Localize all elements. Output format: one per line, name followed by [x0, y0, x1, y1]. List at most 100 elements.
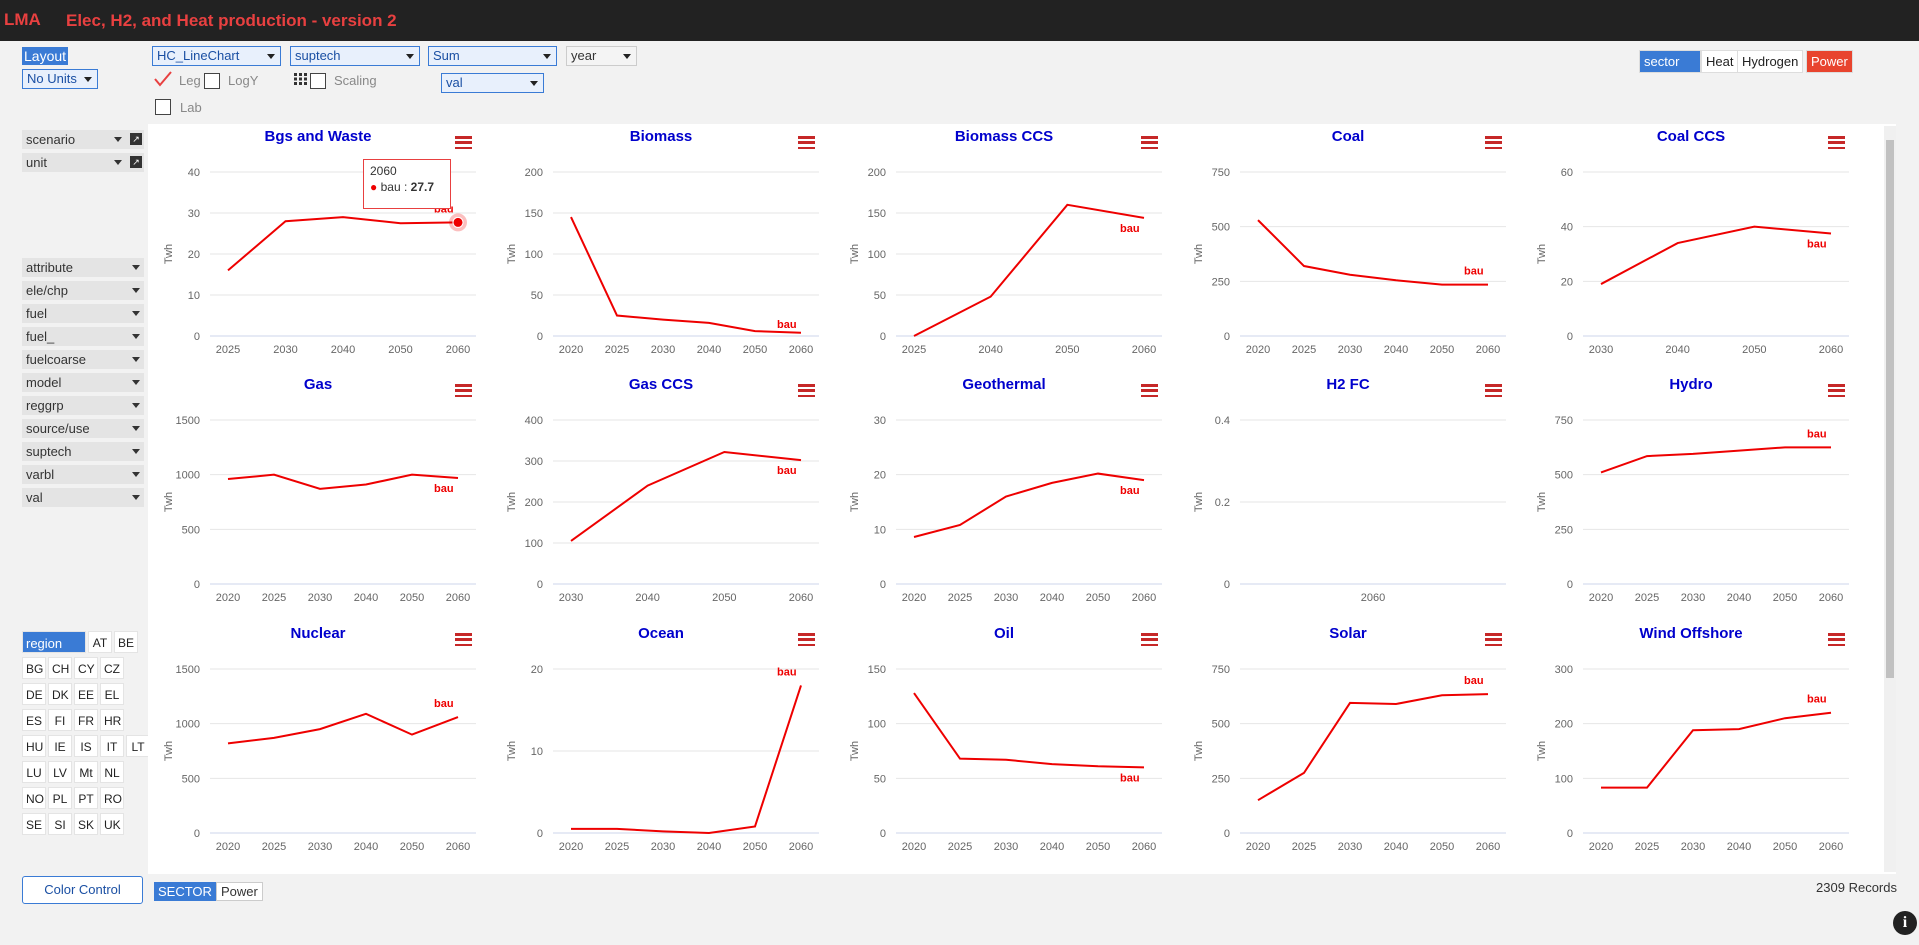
region-item[interactable]: IT — [100, 735, 124, 757]
region-item[interactable]: HU — [22, 735, 46, 757]
dimension-item[interactable]: fuelcoarse — [22, 350, 144, 369]
grid-icon[interactable] — [294, 73, 308, 85]
hamburger-menu-icon[interactable] — [1141, 633, 1158, 647]
color-control-button[interactable]: Color Control — [22, 876, 143, 904]
hamburger-menu-icon[interactable] — [455, 136, 472, 150]
series-line[interactable] — [1601, 711, 1832, 789]
chevron-down-icon[interactable] — [132, 426, 140, 431]
lab-checkbox[interactable] — [155, 99, 171, 115]
hamburger-menu-icon[interactable] — [1485, 136, 1502, 150]
hamburger-menu-icon[interactable] — [798, 136, 815, 150]
region-item[interactable]: NL — [100, 761, 124, 783]
region-item[interactable]: FR — [74, 709, 98, 731]
dimension-item[interactable]: fuel — [22, 304, 144, 323]
region-item[interactable]: PL — [48, 787, 72, 809]
logy-checkbox[interactable] — [204, 73, 220, 89]
region-item[interactable]: BE — [114, 631, 138, 653]
sector-filter-label[interactable]: sector — [1639, 50, 1701, 73]
info-icon[interactable]: i — [1893, 911, 1917, 935]
hamburger-menu-icon[interactable] — [1828, 384, 1845, 398]
chevron-down-icon[interactable] — [132, 357, 140, 362]
hamburger-menu-icon[interactable] — [1485, 633, 1502, 647]
region-item[interactable]: SK — [74, 813, 98, 835]
series-line[interactable] — [1600, 446, 1831, 474]
region-item[interactable]: CH — [48, 657, 72, 679]
chevron-down-icon[interactable] — [132, 472, 140, 477]
dimension-item[interactable]: source/use — [22, 419, 144, 438]
chevron-down-icon[interactable] — [132, 449, 140, 454]
series-line[interactable] — [1257, 219, 1488, 286]
dimension-item[interactable]: suptech — [22, 442, 144, 461]
chevron-down-icon[interactable] — [132, 495, 140, 500]
hamburger-menu-icon[interactable] — [1141, 384, 1158, 398]
chevron-down-icon[interactable] — [114, 137, 122, 142]
region-item[interactable]: RO — [100, 787, 124, 809]
hamburger-menu-icon[interactable] — [1141, 136, 1158, 150]
hover-point[interactable] — [452, 216, 464, 228]
dimension-item[interactable]: model — [22, 373, 144, 392]
region-item[interactable]: IS — [74, 735, 98, 757]
dimension-unit[interactable]: unit ↗ — [22, 153, 144, 172]
region-item[interactable]: FI — [48, 709, 72, 731]
scaling-checkbox[interactable] — [310, 73, 326, 89]
region-item[interactable]: DE — [22, 683, 46, 705]
region-item[interactable]: HR — [100, 709, 124, 731]
region-item[interactable]: Mt — [74, 761, 98, 783]
series-line[interactable] — [227, 712, 459, 745]
region-item[interactable]: SI — [48, 813, 72, 835]
region-item[interactable]: PT — [74, 787, 98, 809]
hamburger-menu-icon[interactable] — [798, 633, 815, 647]
dimension-item[interactable]: varbl — [22, 465, 144, 484]
region-item[interactable]: LU — [22, 761, 46, 783]
dimension-item[interactable]: ele/chp — [22, 281, 144, 300]
region-item[interactable]: DK — [48, 683, 72, 705]
expand-icon[interactable]: ↗ — [130, 133, 142, 145]
chart-type-select[interactable]: HC_LineChart — [152, 46, 281, 66]
region-item[interactable]: LT — [126, 735, 150, 757]
value-field-select[interactable]: val — [441, 73, 544, 93]
leg-checkmark-icon[interactable] — [153, 70, 173, 88]
sector-summary[interactable]: SECTOR Power — [154, 882, 263, 901]
dimension-scenario[interactable]: scenario ↗ — [22, 130, 144, 149]
region-item[interactable]: NO — [22, 787, 46, 809]
region-item[interactable]: SE — [22, 813, 46, 835]
sector-option-hydrogen[interactable]: Hydrogen — [1737, 50, 1804, 73]
aggregate-select[interactable]: Sum — [428, 46, 557, 66]
region-item[interactable]: BG — [22, 657, 46, 679]
dimension-item[interactable]: attribute — [22, 258, 144, 277]
region-item[interactable]: ES — [22, 709, 46, 731]
chevron-down-icon[interactable] — [132, 311, 140, 316]
hamburger-menu-icon[interactable] — [1485, 384, 1502, 398]
series-line[interactable] — [227, 473, 459, 490]
chevron-down-icon[interactable] — [132, 288, 140, 293]
hamburger-menu-icon[interactable] — [455, 384, 472, 398]
series-field-select[interactable]: suptech — [290, 46, 420, 66]
series-line[interactable] — [913, 472, 1145, 538]
region-item[interactable]: LV — [48, 761, 72, 783]
sector-option-heat[interactable]: Heat — [1701, 50, 1739, 73]
region-item[interactable]: EL — [100, 683, 124, 705]
chevron-down-icon[interactable] — [132, 403, 140, 408]
region-item[interactable]: CY — [74, 657, 98, 679]
region-label[interactable]: region — [22, 631, 86, 653]
chevron-down-icon[interactable] — [114, 160, 122, 165]
dimension-item[interactable]: reggrp — [22, 396, 144, 415]
series-line[interactable] — [913, 692, 1145, 769]
sector-option-power[interactable]: Power — [1806, 50, 1853, 73]
layout-button[interactable]: Layout — [22, 47, 69, 65]
x-field-select[interactable]: year — [566, 46, 637, 66]
scrollbar-thumb[interactable] — [1886, 140, 1894, 678]
series-line[interactable] — [1257, 693, 1489, 802]
series-line[interactable] — [1600, 225, 1832, 285]
dimension-item[interactable]: fuel_ — [22, 327, 144, 346]
hamburger-menu-icon[interactable] — [798, 384, 815, 398]
units-select[interactable]: No Units — [22, 69, 98, 89]
region-item[interactable]: AT — [88, 631, 112, 653]
hamburger-menu-icon[interactable] — [455, 633, 472, 647]
series-line[interactable] — [571, 685, 802, 835]
series-line[interactable] — [570, 450, 802, 542]
dimension-item[interactable]: val — [22, 488, 144, 507]
hamburger-menu-icon[interactable] — [1828, 633, 1845, 647]
region-item[interactable]: IE — [48, 735, 72, 757]
expand-icon[interactable]: ↗ — [130, 156, 142, 168]
